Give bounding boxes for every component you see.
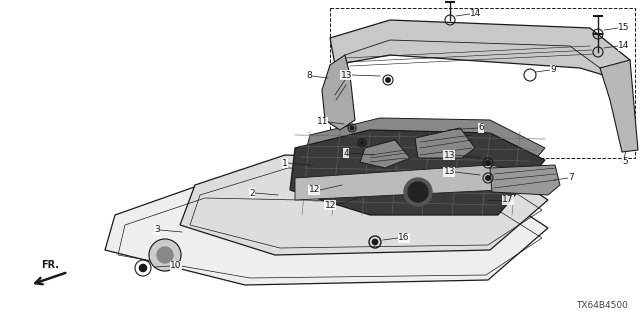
Circle shape [386,78,390,82]
Circle shape [140,264,147,272]
Circle shape [408,182,428,202]
Text: 10: 10 [170,261,182,270]
Circle shape [404,178,432,206]
Polygon shape [360,140,410,168]
Text: 11: 11 [317,117,328,126]
Text: 1: 1 [282,158,288,167]
Text: 8: 8 [307,71,312,81]
Text: 3: 3 [154,226,160,235]
Text: 12: 12 [308,186,320,195]
Text: FR.: FR. [41,260,59,270]
Polygon shape [295,165,545,200]
Text: 16: 16 [398,234,410,243]
Circle shape [486,161,490,165]
Text: 2: 2 [250,188,255,197]
Text: TX64B4500: TX64B4500 [576,301,628,310]
Polygon shape [290,130,545,215]
Circle shape [157,247,173,263]
Text: 15: 15 [618,23,630,33]
Text: 14: 14 [470,10,481,19]
Polygon shape [600,60,638,152]
Text: 13: 13 [444,167,455,177]
Circle shape [360,141,364,145]
Text: 6: 6 [478,124,484,132]
Polygon shape [490,165,560,195]
Text: 12: 12 [324,201,336,210]
Text: 5: 5 [622,157,628,166]
Text: 14: 14 [618,42,629,51]
Polygon shape [180,155,548,255]
Circle shape [486,176,490,180]
Polygon shape [330,20,630,80]
Circle shape [149,239,181,271]
Text: 4: 4 [344,148,349,157]
Polygon shape [105,185,548,285]
Circle shape [372,239,378,245]
Polygon shape [322,55,355,130]
Circle shape [350,126,354,130]
Text: 13: 13 [340,70,352,79]
Polygon shape [415,128,475,158]
Text: 13: 13 [444,150,455,159]
Text: 9: 9 [550,66,556,75]
Polygon shape [300,118,545,200]
Text: 7: 7 [568,173,573,182]
Text: 17: 17 [502,196,513,204]
